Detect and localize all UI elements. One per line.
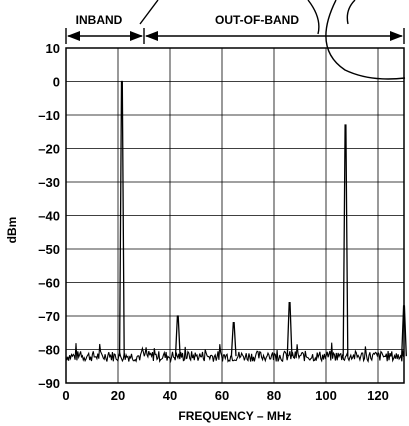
spectral-peak bbox=[118, 80, 125, 357]
x-axis-title: FREQUENCY – MHz bbox=[178, 409, 291, 423]
spectral-peak bbox=[174, 315, 181, 357]
y-tick-label: –80 bbox=[38, 343, 60, 358]
x-tick-label: 20 bbox=[111, 388, 125, 403]
y-tick-label: –20 bbox=[38, 142, 60, 157]
y-axis-ticks: 10 0 –10 –20 –30 –40 –50 –60 –70 –80 –90 bbox=[38, 41, 60, 391]
x-tick-label: 0 bbox=[62, 388, 69, 403]
y-tick-label: –30 bbox=[38, 175, 60, 190]
x-tick-label: 40 bbox=[163, 388, 177, 403]
y-tick-label: –90 bbox=[38, 376, 60, 391]
out-of-band-label: OUT-OF-BAND bbox=[215, 13, 299, 27]
out-of-band-arrow-head-right bbox=[390, 31, 403, 41]
x-tick-label: 80 bbox=[267, 388, 281, 403]
callout-curve-left bbox=[139, 0, 159, 25]
plot-frame bbox=[65, 47, 405, 384]
x-tick-label: 100 bbox=[315, 388, 337, 403]
y-tick-label: –60 bbox=[38, 276, 60, 291]
callout-arc-mid bbox=[307, 0, 320, 35]
callout-arc-right-inner bbox=[346, 0, 356, 25]
inband-arrow-head-right bbox=[130, 31, 143, 41]
y-tick-label: –70 bbox=[38, 309, 60, 324]
out-of-band-arrow-head-left bbox=[145, 31, 158, 41]
y-tick-label: –10 bbox=[38, 108, 60, 123]
spectral-peak bbox=[342, 124, 349, 357]
spectral-peak bbox=[286, 301, 293, 357]
callout-arc-right bbox=[325, 0, 406, 80]
peak-layer bbox=[118, 80, 407, 357]
x-tick-label: 60 bbox=[215, 388, 229, 403]
inband-label: INBAND bbox=[76, 13, 123, 27]
callout-curve-left-tail bbox=[140, 0, 188, 24]
spectral-peak bbox=[230, 322, 237, 357]
x-tick-label: 120 bbox=[367, 388, 389, 403]
y-tick-label: 0 bbox=[53, 75, 60, 90]
band-annotations: INBAND OUT-OF-BAND bbox=[65, 13, 405, 44]
y-tick-label: 10 bbox=[46, 41, 60, 56]
y-axis-title: dBm bbox=[5, 217, 19, 244]
inband-arrow-head-left bbox=[67, 31, 80, 41]
y-tick-label: –50 bbox=[38, 242, 60, 257]
x-axis-ticks: 0 20 40 60 80 100 120 bbox=[62, 388, 388, 403]
y-tick-label: –40 bbox=[38, 209, 60, 224]
